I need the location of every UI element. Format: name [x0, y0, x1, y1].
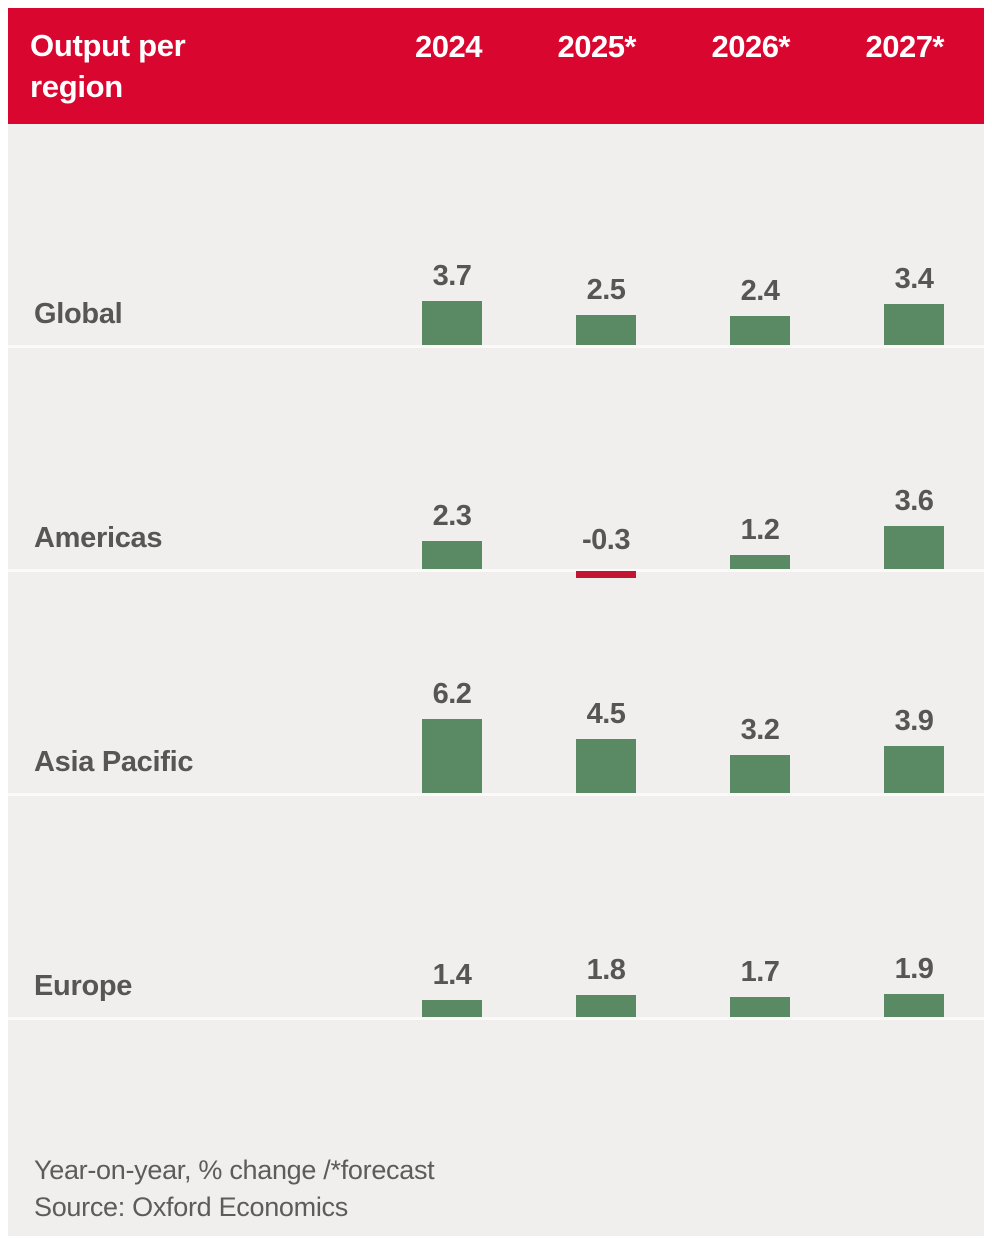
bar-value-label: 1.2	[740, 514, 780, 546]
bar-cell: 1.4	[368, 796, 522, 1017]
bar-cell: 3.4	[830, 124, 984, 345]
bar	[730, 316, 790, 345]
bar	[576, 739, 636, 793]
footnote: Year-on-year, % change /*forecast	[34, 1155, 435, 1185]
bar-cell: 3.9	[830, 572, 984, 793]
bar	[730, 755, 790, 793]
bar	[422, 301, 482, 345]
bar-value-label: 2.3	[432, 500, 472, 532]
bar-value-label: 3.9	[894, 705, 934, 737]
bar-cell: 1.7	[676, 796, 830, 1017]
bar-cell: 2.4	[676, 124, 830, 345]
year-header-2: 2025*	[557, 29, 636, 64]
bar-cell: 3.7	[368, 124, 522, 345]
bar-value-label: 6.2	[432, 678, 472, 710]
bar-cell: 4.5	[522, 572, 676, 793]
bar	[576, 995, 636, 1017]
region-row-europe: Europe 1.4 1.8 1.7 1.9	[8, 796, 984, 1020]
bar-cell: 3.6	[830, 348, 984, 569]
bar-value-label: 3.4	[894, 263, 934, 295]
year-header-3: 2026*	[711, 29, 790, 64]
region-label: Europe	[34, 970, 133, 1002]
bar-cell: 1.2	[676, 348, 830, 569]
bar-value-label: 2.5	[586, 274, 626, 306]
bar-value-label: 4.5	[586, 698, 626, 730]
bar-value-label: 1.7	[740, 956, 780, 988]
bar-cell: 2.3	[368, 348, 522, 569]
source-line: Source: Oxford Economics	[34, 1192, 348, 1222]
bar-value-label: 1.4	[432, 959, 472, 991]
region-label: Asia Pacific	[34, 746, 194, 778]
year-header-1: 2024	[415, 29, 482, 64]
year-header-4: 2027*	[865, 29, 944, 64]
region-row-asia-pacific: Asia Pacific 6.2 4.5 3.2 3.9	[8, 572, 984, 796]
bar-cell: 3.2	[676, 572, 830, 793]
bar-cell: 6.2	[368, 572, 522, 793]
bar-cell: 1.9	[830, 796, 984, 1017]
bar-value-label: 1.8	[586, 954, 626, 986]
bar	[576, 571, 636, 578]
bar-value-label: 2.4	[740, 275, 780, 307]
chart-title: Output per region	[30, 28, 186, 104]
chart-footer: Year-on-year, % change /*forecast Source…	[8, 1020, 984, 1236]
bar	[730, 555, 790, 569]
bar-cell: 2.5	[522, 124, 676, 345]
bar-cell: -0.3	[522, 348, 676, 578]
bar	[422, 541, 482, 569]
bar	[422, 719, 482, 793]
bar	[884, 304, 944, 345]
bar-value-label: 1.9	[894, 953, 934, 985]
bar-cell: 1.8	[522, 796, 676, 1017]
bar-value-label: 3.6	[894, 485, 934, 517]
bar-value-label: -0.3	[582, 524, 630, 556]
region-label: Americas	[34, 522, 163, 554]
bar	[884, 994, 944, 1017]
bar	[730, 997, 790, 1017]
region-row-americas: Americas 2.3 -0.3 1.2 3.6	[8, 348, 984, 578]
header-band: Output per region 2024 2025* 2026* 2027*	[8, 8, 984, 124]
chart-panel: Output per region 2024 2025* 2026* 2027* Gl…	[8, 8, 984, 1236]
bar	[884, 746, 944, 793]
region-label: Global	[34, 298, 123, 330]
bar	[576, 315, 636, 345]
bar	[422, 1000, 482, 1017]
bar-value-label: 3.2	[740, 714, 780, 746]
region-row-global: Global 3.7 2.5 2.4 3.4	[8, 124, 984, 348]
bar-value-label: 3.7	[432, 260, 472, 292]
bar	[884, 526, 944, 569]
